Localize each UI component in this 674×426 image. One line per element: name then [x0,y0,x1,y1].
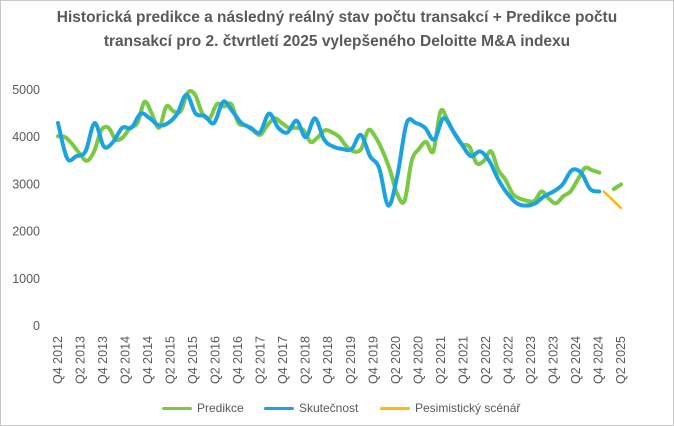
y-tick-label: 0 [33,319,40,333]
x-tick-label: Q2 2017 [254,336,268,384]
series-line-predikce [56,88,602,206]
legend-swatch-predikce [162,406,192,410]
x-tick-label: Q2 2015 [164,336,178,384]
legend-label-predikce: Predikce [197,401,244,415]
series-line-predikce [611,182,623,192]
x-tick-label: Q2 2018 [299,336,313,384]
x-axis: Q4 2012 Q2 2013 Q4 2013 Q2 2014 Q4 2014 Q2 20… [51,336,628,384]
legend-item-predikce: Predikce [162,398,244,418]
series-line-skutecnost [56,92,602,208]
x-tick-label: Q2 2016 [209,336,223,384]
x-tick-label: Q2 2023 [524,336,538,384]
x-tick-label: Q2 2019 [344,336,358,384]
y-tick-label: 3000 [12,177,40,191]
legend-swatch-skutecnost [264,406,294,410]
x-tick-label: Q4 2023 [546,336,560,384]
legend-label-skutecnost: Skutečnost [299,401,359,415]
chart-title: Historická predikce a následný reálný st… [0,6,674,54]
y-tick-label: 4000 [12,130,40,144]
y-tick-label: 2000 [12,225,40,239]
legend-swatch-pesimisticky [380,406,410,410]
series-line-pesimisticky [602,190,623,210]
x-tick-label: Q4 2022 [501,336,515,384]
x-tick-label: Q4 2016 [231,336,245,384]
x-tick-label: Q4 2014 [141,336,155,384]
x-tick-label: Q4 2018 [321,336,335,384]
y-tick-label: 5000 [12,83,40,97]
x-tick-label: Q4 2013 [96,336,110,384]
y-axis: 0 1000 2000 3000 4000 5000 [12,83,40,333]
x-tick-label: Q2 2021 [434,336,448,384]
x-tick-label: Q4 2019 [366,336,380,384]
chart-title-line-2: transakcí pro 2. čtvrtletí 2025 vylepšen… [103,33,571,50]
series-lines [56,88,623,210]
x-tick-label: Q2 2014 [119,336,133,384]
x-tick-label: Q4 2021 [456,336,470,384]
x-tick-label: Q2 2022 [479,336,493,384]
y-tick-label: 1000 [12,272,40,286]
x-tick-label: Q4 2020 [411,336,425,384]
legend-item-pesimisticky: Pesimistický scénář [380,398,520,418]
legend-item-skutecnost: Skutečnost [264,398,358,418]
x-tick-label: Q2 2020 [389,336,403,384]
legend: Predikce Skutečnost Pesimistický scénář [0,398,674,418]
legend-label-pesimisticky: Pesimistický scénář [415,401,521,415]
x-tick-label: Q4 2017 [276,336,290,384]
x-tick-label: Q2 2024 [569,336,583,384]
x-tick-label: Q2 2025 [614,336,628,384]
chart-title-line-1: Historická predikce a následný reálný st… [56,9,618,26]
x-tick-label: Q2 2013 [74,336,88,384]
x-tick-label: Q4 2015 [186,336,200,384]
x-tick-label: Q4 2012 [51,336,65,384]
x-tick-label: Q4 2024 [591,336,605,384]
